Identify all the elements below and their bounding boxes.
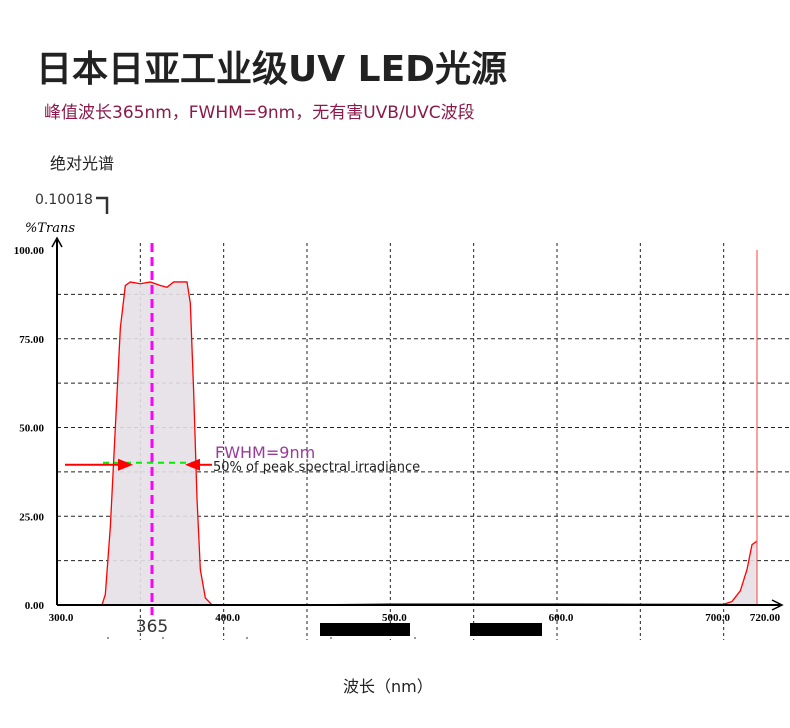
- x-tick-label: 400.0: [215, 612, 240, 624]
- x-tick-label: 300.0: [49, 612, 74, 624]
- y-tick-label: 50.00: [19, 423, 44, 435]
- peak-marker-label: 365: [136, 617, 168, 637]
- y-tick-label: 25.00: [19, 511, 44, 523]
- fwhm-annotation: FWHM=9nm: [215, 443, 315, 462]
- redaction-bar: [470, 623, 542, 636]
- redaction-bar: [320, 623, 410, 636]
- spectrum-area: [57, 281, 757, 605]
- scale-value: 0.10018: [35, 192, 93, 208]
- y-tick-label: 0.00: [25, 600, 45, 612]
- x-tick-label: 720.00: [750, 612, 781, 624]
- scale-bracket: [96, 196, 109, 214]
- page-subtitle: 峰值波长365nm，FWHM=9nm，无有害UVB/UVC波段: [44, 103, 475, 123]
- y-axis-arrow: [51, 236, 63, 248]
- fwhm-arrowhead-left: [118, 458, 133, 471]
- x-axis-label: 波长（nm）: [343, 677, 433, 696]
- y-tick-label: 75.00: [19, 334, 44, 346]
- x-tick-label: 700.0: [705, 612, 730, 624]
- spectrum-line: [57, 281, 758, 606]
- half-peak-annotation: 50% of peak spectral irradiance: [213, 460, 420, 475]
- x-axis-arrow: [771, 599, 784, 611]
- page-title: 日本日亚工业级UV LED光源: [36, 49, 508, 90]
- absolute-spectrum-label: 绝对光谱: [50, 154, 115, 173]
- x-tick-label: 500.0: [382, 612, 407, 624]
- x-tick-label: 600.0: [549, 612, 574, 624]
- fwhm-arrowhead-right: [185, 458, 200, 471]
- y-axis-label: %Trans: [25, 221, 75, 236]
- y-tick-label: 100.00: [14, 245, 45, 257]
